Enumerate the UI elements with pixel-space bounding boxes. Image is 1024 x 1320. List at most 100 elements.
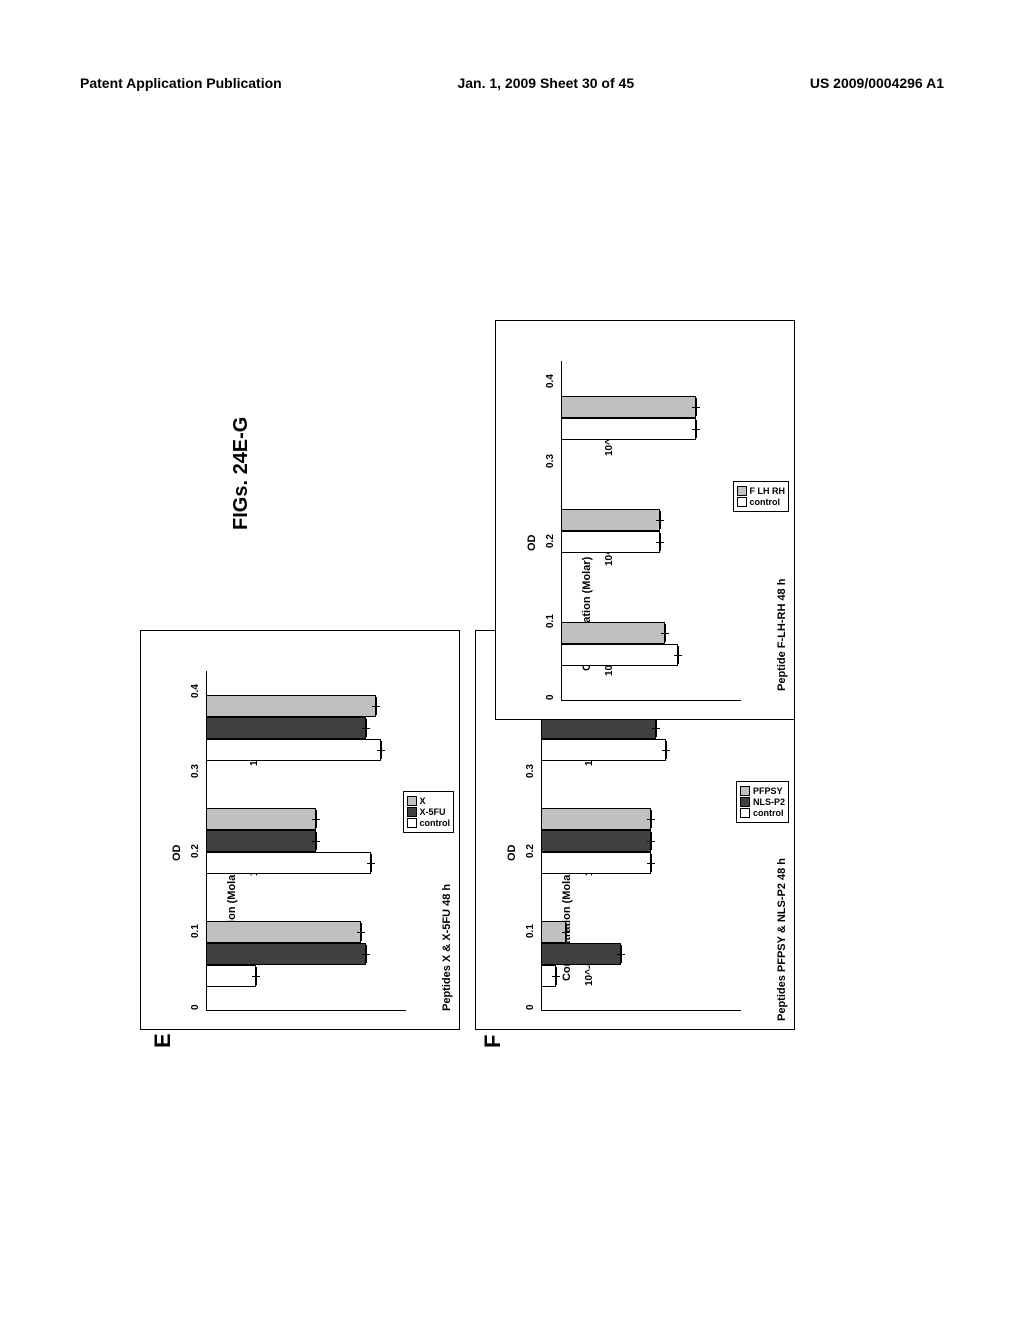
bar bbox=[561, 644, 678, 666]
chart-G-ytick-4: 0.4 bbox=[545, 374, 556, 388]
chart-E-plot bbox=[206, 671, 406, 1011]
chart-G-ytick-1: 0.1 bbox=[545, 614, 556, 628]
error-cap bbox=[647, 841, 655, 842]
chart-F-ytick-0: 0 bbox=[525, 1004, 536, 1010]
chart-G-plot bbox=[561, 361, 741, 701]
error-cap bbox=[312, 841, 320, 842]
bar bbox=[561, 622, 665, 644]
bar bbox=[206, 717, 366, 739]
chart-E-ylabel: OD bbox=[171, 845, 183, 862]
chart-E-ytick-2: 0.2 bbox=[190, 844, 201, 858]
header-center: Jan. 1, 2009 Sheet 30 of 45 bbox=[457, 75, 634, 91]
bar bbox=[561, 509, 660, 531]
error-cap bbox=[252, 976, 260, 977]
header-right: US 2009/0004296 A1 bbox=[810, 75, 944, 91]
chart-F-ylabel: OD bbox=[506, 845, 518, 862]
chart-G-ytick-2: 0.2 bbox=[545, 534, 556, 548]
legend-row: X bbox=[407, 796, 451, 806]
legend-row: F LH RH bbox=[737, 486, 786, 496]
chart-E-frame: Peptides X & X-5FU 48 h OD Concentration… bbox=[140, 630, 460, 1030]
legend-swatch-icon bbox=[740, 797, 750, 807]
bar bbox=[206, 808, 316, 830]
chart-F-ytick-2: 0.2 bbox=[525, 844, 536, 858]
chart-G-ylabel: OD bbox=[526, 535, 538, 552]
error-cap bbox=[662, 750, 670, 751]
bar bbox=[541, 739, 666, 761]
legend-row: NLS-P2 bbox=[740, 797, 785, 807]
chart-E-title: Peptides X & X-5FU 48 h bbox=[441, 884, 453, 1011]
chart-G-xaxis bbox=[561, 700, 741, 701]
chart-E-xaxis bbox=[206, 1010, 406, 1011]
error-cap bbox=[357, 932, 365, 933]
header-left: Patent Application Publication bbox=[80, 75, 282, 91]
legend-swatch-icon bbox=[407, 818, 417, 828]
legend-swatch-icon bbox=[407, 807, 417, 817]
bar bbox=[206, 965, 256, 987]
error-cap bbox=[692, 429, 700, 430]
legend-label: F LH RH bbox=[750, 486, 786, 496]
legend-row: control bbox=[737, 497, 786, 507]
panel-label-E: E bbox=[150, 1033, 176, 1048]
error-cap bbox=[312, 819, 320, 820]
chart-E-legend: X X-5FU control bbox=[403, 791, 455, 833]
bar bbox=[561, 418, 696, 440]
chart-F-ytick-1: 0.1 bbox=[525, 924, 536, 938]
error-cap bbox=[656, 542, 664, 543]
bar bbox=[561, 396, 696, 418]
bar bbox=[206, 852, 371, 874]
error-cap bbox=[362, 954, 370, 955]
legend-row: control bbox=[407, 818, 451, 828]
error-cap bbox=[692, 407, 700, 408]
chart-F-xaxis bbox=[541, 1010, 741, 1011]
bar bbox=[541, 808, 651, 830]
error-cap bbox=[562, 932, 570, 933]
error-cap bbox=[647, 863, 655, 864]
error-cap bbox=[367, 863, 375, 864]
legend-label: PFPSY bbox=[753, 786, 783, 796]
legend-label: X-5FU bbox=[420, 807, 446, 817]
bar bbox=[541, 943, 621, 965]
chart-E-ytick-1: 0.1 bbox=[190, 924, 201, 938]
publication-header: Patent Application Publication Jan. 1, 2… bbox=[0, 75, 1024, 91]
legend-swatch-icon bbox=[740, 786, 750, 796]
legend-label: control bbox=[753, 808, 784, 818]
legend-label: control bbox=[750, 497, 781, 507]
error-cap bbox=[377, 750, 385, 751]
error-cap bbox=[656, 520, 664, 521]
chart-E-ytick-0: 0 bbox=[190, 1004, 201, 1010]
legend-swatch-icon bbox=[737, 486, 747, 496]
chart-G-title: Peptide F-LH-RH 48 h bbox=[776, 579, 788, 691]
legend-row: control bbox=[740, 808, 785, 818]
chart-F-legend: PFPSY NLS-P2 control bbox=[736, 781, 789, 823]
chart-E-ytick-4: 0.4 bbox=[190, 684, 201, 698]
chart-E-ytick-3: 0.3 bbox=[190, 764, 201, 778]
error-cap bbox=[661, 633, 669, 634]
error-cap bbox=[647, 819, 655, 820]
legend-swatch-icon bbox=[407, 796, 417, 806]
legend-swatch-icon bbox=[740, 808, 750, 818]
error-cap bbox=[362, 728, 370, 729]
error-cap bbox=[552, 976, 560, 977]
error-cap bbox=[674, 655, 682, 656]
bar bbox=[561, 531, 660, 553]
chart-G-frame: Peptide F-LH-RH 48 h OD Concentration (M… bbox=[495, 320, 795, 720]
bar bbox=[206, 921, 361, 943]
error-cap bbox=[617, 954, 625, 955]
bar bbox=[541, 830, 651, 852]
error-cap bbox=[652, 728, 660, 729]
error-cap bbox=[372, 706, 380, 707]
chart-F-plot bbox=[541, 671, 741, 1011]
chart-G-ytick-3: 0.3 bbox=[545, 454, 556, 468]
chart-F-ytick-3: 0.3 bbox=[525, 764, 536, 778]
chart-G-ytick-0: 0 bbox=[545, 694, 556, 700]
bar bbox=[206, 695, 376, 717]
figure-title: FIGs. 24E-G bbox=[230, 417, 253, 530]
legend-row: X-5FU bbox=[407, 807, 451, 817]
bar bbox=[206, 830, 316, 852]
legend-label: NLS-P2 bbox=[753, 797, 785, 807]
bar bbox=[206, 943, 366, 965]
legend-row: PFPSY bbox=[740, 786, 785, 796]
legend-label: X bbox=[420, 796, 426, 806]
legend-label: control bbox=[420, 818, 451, 828]
chart-F-title: Peptides PFPSY & NLS-P2 48 h bbox=[776, 858, 788, 1021]
